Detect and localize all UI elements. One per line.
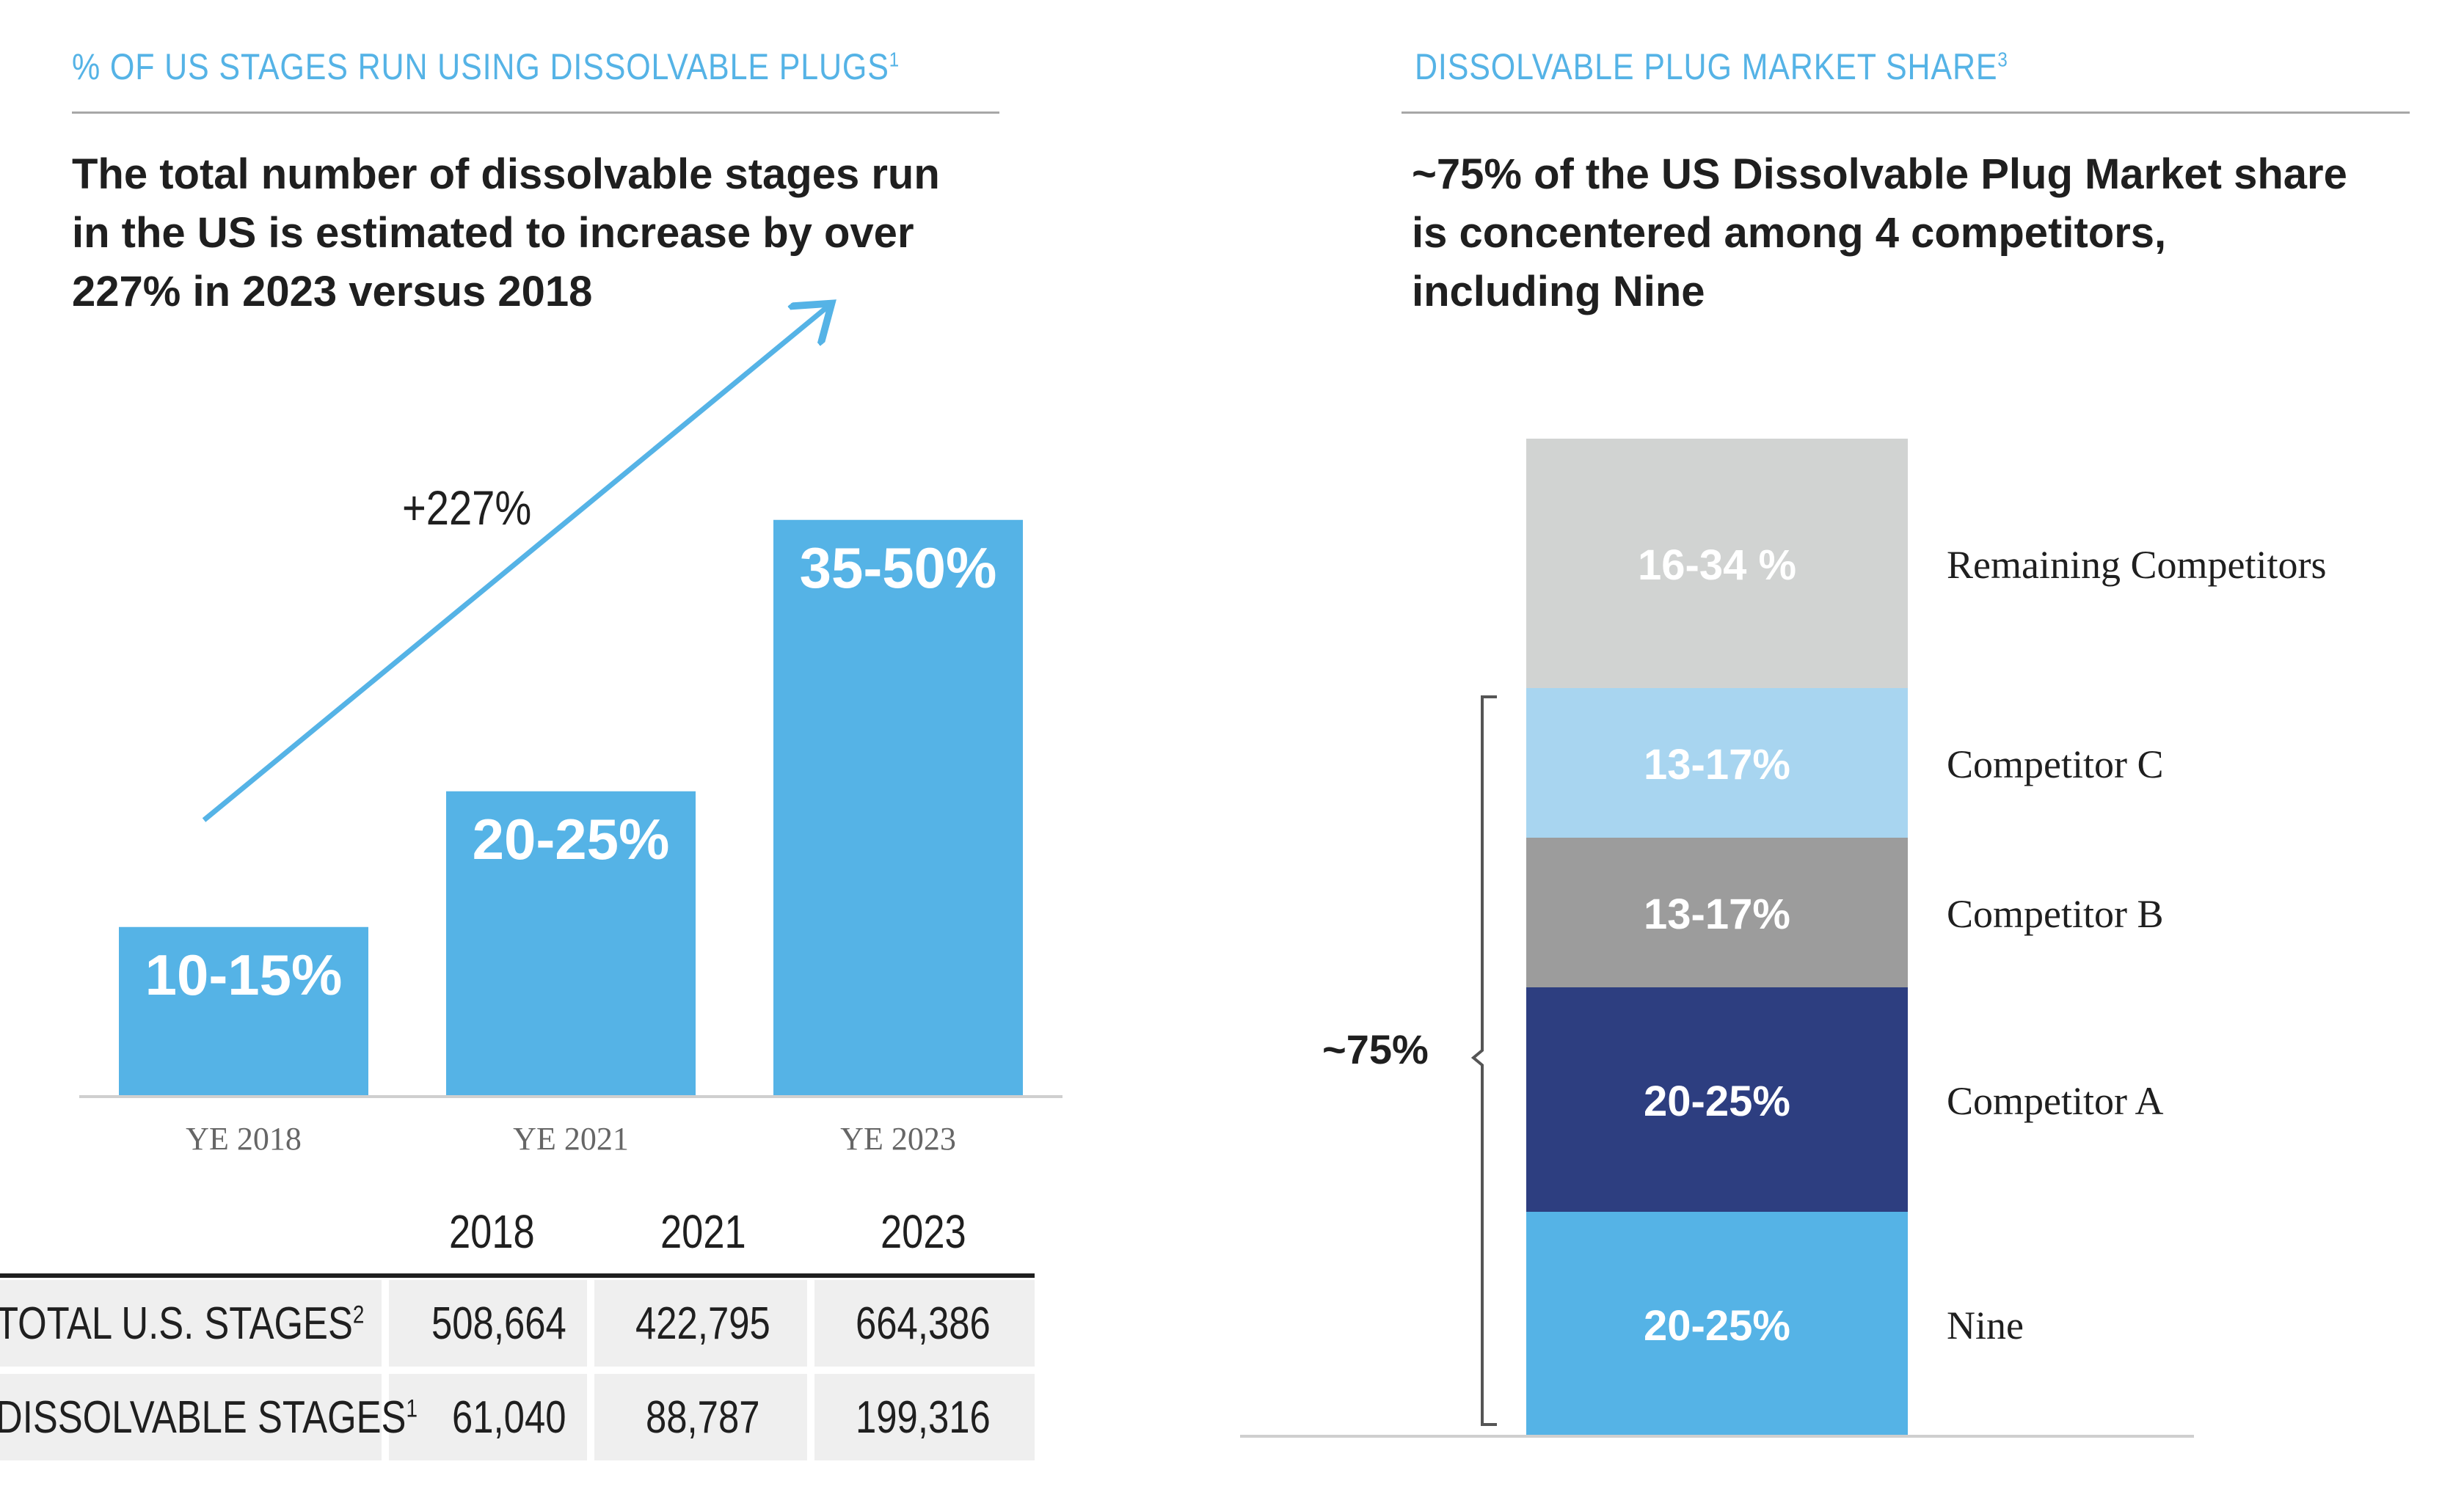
right-subtitle: ~75% of the US Dissolvable Plug Market s… (1412, 145, 2347, 321)
cell-total-2021: 422,795 (635, 1298, 770, 1349)
bar-value-label-ye-2021: 20-25% (473, 807, 670, 871)
cell-total-2023: 664,386 (856, 1298, 991, 1349)
right-title-text: DISSOLVABLE PLUG MARKET SHARE (1415, 46, 1998, 87)
left-subtitle-line-1: The total number of dissolvable stages r… (72, 150, 940, 198)
left-title-rule (72, 111, 999, 114)
left-section-title: % OF US STAGES RUN USING DISSOLVABLE PLU… (72, 45, 900, 88)
segment-competitor-b (1526, 838, 1908, 987)
bar-ye-2023 (773, 519, 1023, 1097)
bar-value-label-ye-2023: 35-50% (800, 535, 997, 600)
segment-value-competitor-b: 13-17% (1644, 891, 1790, 938)
segment-value-competitor-a: 20-25% (1644, 1078, 1790, 1125)
left-subtitle-line-2: in the US is estimated to increase by ov… (72, 209, 914, 257)
left-subtitle: The total number of dissolvable stages r… (72, 145, 940, 321)
right-subtitle-line-2: is concentered among 4 competitors, (1412, 209, 2167, 257)
table-row: TOTAL U.S. STAGES2 508,664 422,795 664,3… (0, 1280, 1035, 1367)
segment-name-competitor-c: Competitor C (1947, 742, 2164, 786)
bar-value-label-ye-2018: 10-15% (145, 943, 343, 1007)
row-label-dissolvable-stages: DISSOLVABLE STAGES1 (0, 1392, 418, 1443)
market-share-stack: 20-25% Nine 20-25% Competitor A 13-17% Compet… (1526, 439, 2326, 1436)
bar-ye-2018 (119, 926, 368, 1097)
left-subtitle-line-3: 227% in 2023 versus 2018 (72, 268, 593, 315)
table-row: DISSOLVABLE STAGES1 61,040 88,787 199,31… (0, 1374, 1035, 1460)
table-header-2018: 2018 (449, 1205, 535, 1258)
right-title-rule (1402, 111, 2410, 114)
segment-value-remaining-competitors: 16-34 % (1638, 541, 1796, 589)
cell-total-2018: 508,664 (431, 1298, 566, 1349)
segment-name-competitor-a: Competitor A (1947, 1079, 2164, 1123)
segment-value-nine: 20-25% (1644, 1302, 1790, 1350)
table-header-2023: 2023 (881, 1205, 966, 1258)
stages-table: 2018 2021 2023 TOTAL U.S. STAGES2 508,66… (0, 1194, 1035, 1492)
share-bracket (1470, 695, 1497, 1426)
table-header-2021: 2021 (660, 1205, 746, 1258)
x-tick-ye-2018: YE 2018 (186, 1121, 302, 1157)
cell-dissolvable-2023: 199,316 (856, 1392, 991, 1443)
left-title-text: % OF US STAGES RUN USING DISSOLVABLE PLU… (72, 46, 889, 87)
cell-dissolvable-2018: 61,040 (452, 1392, 566, 1443)
cell-dissolvable-2021: 88,787 (646, 1392, 760, 1443)
segment-nine (1526, 1212, 1908, 1436)
row-label-total-stages: TOTAL U.S. STAGES2 (0, 1298, 365, 1349)
x-tick-ye-2023: YE 2023 (840, 1121, 956, 1157)
segment-competitor-c (1526, 688, 1908, 838)
segment-value-competitor-c: 13-17% (1644, 741, 1790, 789)
bar-ye-2021 (446, 791, 696, 1097)
segment-name-remaining-competitors: Remaining Competitors (1947, 543, 2326, 587)
table-header-rule (0, 1273, 1035, 1278)
segment-remaining-competitors (1526, 439, 1908, 688)
left-title-footnote: 1 (889, 48, 900, 71)
growth-arrow-label: +227% (402, 481, 531, 535)
segment-competitor-a (1526, 987, 1908, 1212)
right-section-title: DISSOLVABLE PLUG MARKET SHARE3 (1415, 45, 2008, 88)
market-share-chart: 20-25% Nine 20-25% Competitor A 13-17% Compet… (1240, 439, 2326, 1438)
right-subtitle-line-1: ~75% of the US Dissolvable Plug Market s… (1412, 150, 2347, 198)
x-tick-ye-2021: YE 2021 (513, 1121, 629, 1157)
growth-bars: 10-15% YE 2018 20-25% YE 2021 35-50% YE 2023 (119, 519, 1023, 1157)
bracket-label: ~75% (1322, 1026, 1429, 1072)
right-title-footnote: 3 (1997, 48, 2008, 71)
segment-name-nine: Nine (1947, 1303, 2024, 1347)
growth-arrow (202, 307, 828, 822)
segment-name-competitor-b: Competitor B (1947, 892, 2164, 936)
right-subtitle-line-3: including Nine (1412, 268, 1705, 315)
